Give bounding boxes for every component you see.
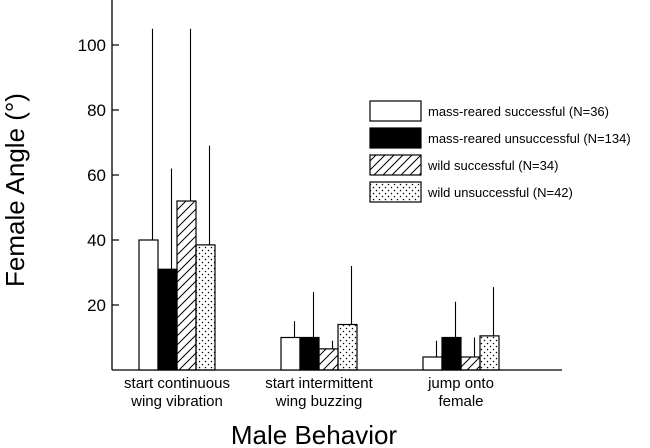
bar xyxy=(318,348,339,371)
x-tick-label: jump onto xyxy=(427,375,494,392)
bar xyxy=(176,200,197,371)
bar xyxy=(138,239,159,371)
bar xyxy=(195,244,216,371)
y-tick-label: 80 xyxy=(87,101,106,120)
x-tick-label: start continuous xyxy=(124,375,230,392)
legend-swatch xyxy=(369,127,422,149)
legend-label: mass-reared successful (N=36) xyxy=(428,104,609,119)
bar xyxy=(422,356,443,371)
x-tick-label: start intermittent xyxy=(265,375,373,392)
y-tick-label: 100 xyxy=(78,36,106,55)
y-tick-label: 40 xyxy=(87,231,106,250)
bar xyxy=(157,268,178,371)
y-tick-label: 20 xyxy=(87,296,106,315)
legend-swatch xyxy=(369,100,422,122)
bar xyxy=(280,336,301,371)
x-tick-label: wing vibration xyxy=(130,393,223,410)
bars xyxy=(138,28,500,371)
x-tick-label: wing buzzing xyxy=(275,393,363,410)
legend-label: mass-reared unsuccessful (N=134) xyxy=(428,131,631,146)
bar xyxy=(479,335,500,371)
y-axis-label: Female Angle (°) xyxy=(0,93,30,287)
y-tick-label: 60 xyxy=(87,166,106,185)
bar xyxy=(441,336,462,371)
legend-label: wild unsuccessful (N=42) xyxy=(427,185,573,200)
legend-swatch xyxy=(369,181,422,203)
x-tick-label: female xyxy=(438,393,483,410)
bar xyxy=(299,336,320,371)
legend-swatch xyxy=(369,154,422,176)
x-axis-label: Male Behavior xyxy=(231,420,398,448)
bar xyxy=(460,356,481,371)
bar xyxy=(337,323,358,371)
legend-label: wild successful (N=34) xyxy=(427,158,558,173)
legend: mass-reared successful (N=36) mass-reared… xyxy=(369,100,631,203)
